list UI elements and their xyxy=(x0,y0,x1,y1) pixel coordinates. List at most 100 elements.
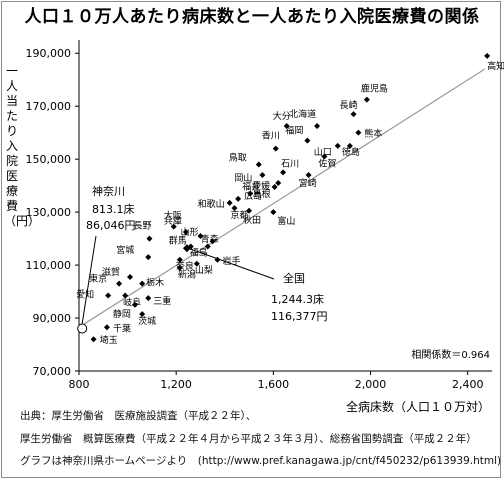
data-point xyxy=(346,142,353,149)
data-point xyxy=(255,161,262,168)
data-point xyxy=(209,238,216,245)
point-label: 秋田 xyxy=(243,214,261,226)
point-label: 福島 xyxy=(190,247,208,259)
data-point xyxy=(283,123,290,130)
data-point xyxy=(122,292,129,299)
data-point xyxy=(139,311,146,318)
kanagawa-annotation-line: 神奈川 xyxy=(92,184,125,198)
national-annotation-line: 1,244.3床 xyxy=(271,292,324,306)
data-point xyxy=(139,280,146,287)
point-label: 福井 xyxy=(242,181,260,193)
data-point xyxy=(314,123,321,130)
data-point xyxy=(146,235,153,242)
point-label: 千葉 xyxy=(113,322,131,334)
data-point xyxy=(214,256,221,263)
data-point xyxy=(275,179,282,186)
x-tick-label: 2,000 xyxy=(355,378,387,391)
y-tick-label: 150,000 xyxy=(26,153,72,166)
point-label: 三重 xyxy=(153,295,171,307)
point-label: 岡山 xyxy=(234,173,252,184)
point-label: 岐阜 xyxy=(123,297,141,309)
point-label: 長野 xyxy=(133,221,151,232)
data-point xyxy=(355,129,362,136)
point-kanagawa xyxy=(77,323,88,334)
point-label: 島根 xyxy=(253,188,271,200)
point-label: 鳥取 xyxy=(229,151,247,163)
data-point xyxy=(484,52,491,59)
data-point xyxy=(321,153,328,160)
data-point xyxy=(350,111,357,118)
data-point xyxy=(105,292,112,299)
point-label: 埼玉 xyxy=(100,334,118,346)
point-label: 愛知 xyxy=(76,289,94,301)
y-tick-label: 110,000 xyxy=(26,259,72,272)
data-point xyxy=(127,273,134,280)
x-tick-label: 1,600 xyxy=(258,378,290,391)
kanagawa-annotation-line: 813.1床 xyxy=(92,202,135,216)
data-point xyxy=(304,137,311,144)
data-point xyxy=(193,260,200,267)
point-label: 鹿児島 xyxy=(361,83,388,95)
data-point xyxy=(235,195,242,202)
data-point xyxy=(226,199,233,206)
axes xyxy=(75,40,492,375)
data-point xyxy=(197,232,204,239)
data-point xyxy=(145,254,152,261)
point-label: 兵庫 xyxy=(164,215,182,227)
national-annotation-line: 116,377円 xyxy=(271,310,328,323)
national-annotation-line: 全国 xyxy=(283,271,305,285)
trend-line xyxy=(78,68,486,328)
point-label: 山梨 xyxy=(195,264,213,276)
data-point xyxy=(204,243,211,250)
source-line-2: 厚生労働省 概算医療費（平成２２年４月から平成２３年３月）、総務省国勢調査（平成… xyxy=(20,433,477,445)
data-point xyxy=(259,172,266,179)
y-tick-label: 90,000 xyxy=(33,312,72,325)
correlation-label: 相関係数＝0.964 xyxy=(411,348,490,361)
point-label: 石川 xyxy=(281,159,299,169)
y-tick-label: 190,000 xyxy=(26,47,72,60)
point-label: 愛媛 xyxy=(252,180,270,192)
data-point xyxy=(334,142,341,149)
point-label: 高知 xyxy=(487,60,504,72)
point-label: 富山 xyxy=(277,215,295,227)
point-label: 大阪 xyxy=(164,210,182,222)
data-point xyxy=(272,145,279,152)
point-label: 栃木 xyxy=(146,277,164,289)
data-point xyxy=(145,295,152,302)
point-label: 宮崎 xyxy=(299,177,317,189)
point-label: 広島 xyxy=(244,190,262,202)
data-point xyxy=(231,205,238,212)
x-tick-label: 1,200 xyxy=(160,378,192,391)
source-line-3: グラフは神奈川県ホームページより (http://www.pref.kanaga… xyxy=(20,455,502,467)
point-label: 青森 xyxy=(201,233,219,245)
point-label: 香川 xyxy=(262,131,280,142)
data-point xyxy=(182,228,189,235)
national-leader xyxy=(190,248,275,280)
chart-title: 人口１０万人あたり病床数と一人あたり入院医療費の関係 xyxy=(24,7,480,27)
point-label: 熊本 xyxy=(364,128,382,140)
point-label: 北海道 xyxy=(289,108,316,120)
data-point xyxy=(280,169,287,176)
point-label: 滋賀 xyxy=(102,266,120,278)
data-point xyxy=(131,301,138,308)
data-point xyxy=(363,96,370,103)
data-point xyxy=(270,209,277,216)
x-tick-label: 800 xyxy=(69,378,90,391)
point-national xyxy=(182,244,191,253)
data-point xyxy=(246,207,253,214)
data-point xyxy=(90,336,97,343)
point-label: 京都 xyxy=(230,209,248,221)
data-point xyxy=(170,223,177,230)
point-label: 静岡 xyxy=(113,308,131,320)
point-label: 福岡 xyxy=(285,125,303,137)
point-label: 東京 xyxy=(89,273,107,285)
x-axis-label: 全病床数（人口１０万対） xyxy=(346,399,490,414)
data-point xyxy=(116,280,123,287)
data-point xyxy=(103,324,110,331)
point-label: 群馬 xyxy=(169,235,187,247)
point-label: 茨城 xyxy=(138,315,156,327)
point-label: 山口 xyxy=(314,147,332,158)
point-label: 宮城 xyxy=(116,244,134,256)
